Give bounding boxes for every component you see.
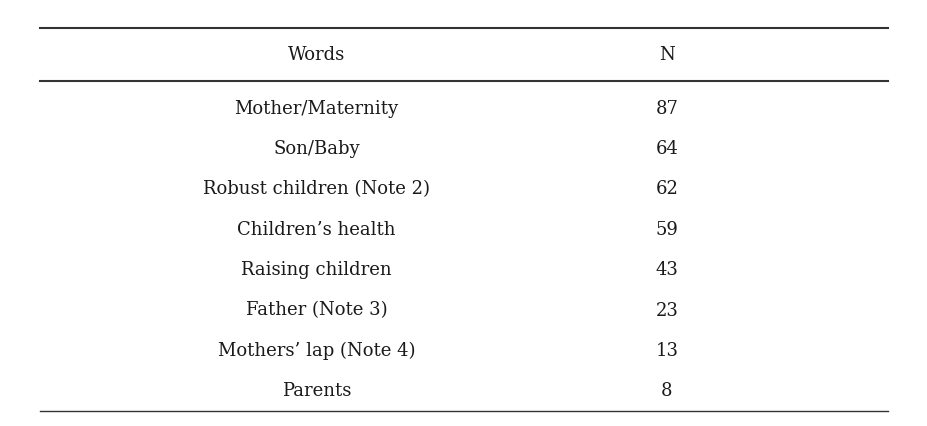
Text: Robust children (Note 2): Robust children (Note 2) [203, 181, 429, 199]
Text: 64: 64 [654, 140, 678, 158]
Text: N: N [658, 46, 674, 64]
Text: 23: 23 [654, 302, 678, 320]
Text: Son/Baby: Son/Baby [273, 140, 360, 158]
Text: 62: 62 [654, 181, 678, 199]
Text: Children’s health: Children’s health [237, 221, 395, 239]
Text: 43: 43 [654, 261, 678, 279]
Text: 87: 87 [654, 100, 678, 118]
Text: Father (Note 3): Father (Note 3) [246, 302, 387, 320]
Text: Raising children: Raising children [241, 261, 391, 279]
Text: Mother/Maternity: Mother/Maternity [235, 100, 398, 118]
Text: Mothers’ lap (Note 4): Mothers’ lap (Note 4) [218, 342, 414, 360]
Text: Parents: Parents [282, 382, 350, 400]
Text: Words: Words [287, 46, 345, 64]
Text: 59: 59 [654, 221, 678, 239]
Text: 13: 13 [654, 342, 678, 360]
Text: 8: 8 [660, 382, 672, 400]
